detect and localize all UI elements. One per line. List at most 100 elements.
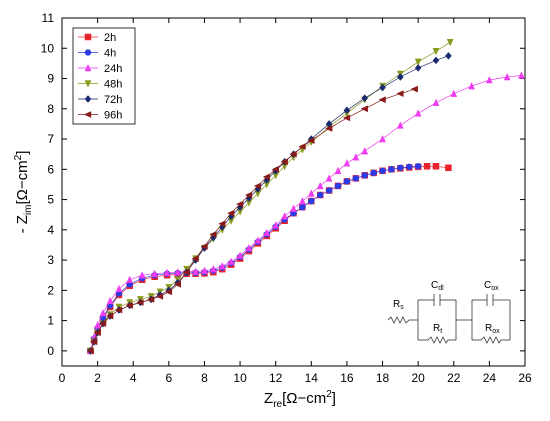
data-point [218,220,226,228]
x-tick-label: 26 [518,371,532,385]
x-tick-label: 2 [94,371,101,385]
series-line [90,88,415,352]
y-axis-label: - Zim[Ω−cm2] [13,151,34,234]
data-point [325,125,333,132]
y-tick-label: 1 [47,314,54,328]
circuit-rt-resistor [427,336,449,344]
data-point [254,236,262,244]
series-line [90,165,419,351]
data-point [432,163,440,170]
data-point [414,109,422,117]
data-point [299,203,306,211]
series-line [90,165,449,352]
data-point [334,182,342,190]
x-tick-label: 22 [447,371,461,385]
legend-marker [84,49,92,56]
data-point [93,329,101,337]
data-point [98,320,107,328]
data-point [414,64,422,72]
data-point [146,296,155,303]
legend-label: 4h [104,48,116,60]
x-tick-label: 10 [233,371,247,385]
circuit-rox-resistor [480,336,502,344]
legend-marker [83,111,92,118]
data-point [126,275,134,284]
data-point [361,172,368,179]
series-layer [86,38,525,355]
y-tick-label: 2 [47,283,54,297]
data-point [325,174,333,182]
data-point [361,147,369,155]
data-point [163,268,171,277]
x-tick-label: 24 [483,371,497,385]
data-point [114,306,123,314]
data-point [99,308,107,317]
data-point [289,150,297,158]
data-point [209,265,217,273]
legend-marker [84,63,92,72]
x-tick-label: 0 [59,371,66,385]
data-point [271,165,279,173]
data-point [182,268,190,276]
series-96h [86,85,418,355]
data-point [227,209,235,217]
data-point [370,169,377,177]
data-point [308,197,315,205]
x-axis-label: Zre[Ω−cm2] [264,389,336,410]
data-point [201,266,208,274]
data-point [244,191,253,199]
data-point [151,269,158,277]
data-point [342,114,351,122]
data-point [218,262,226,270]
legend-label: 72h [104,94,122,106]
legend: 2h 4h 24h 48h 72h 96h [72,27,136,125]
data-point [105,312,114,320]
data-point [414,58,422,66]
data-point [192,267,199,275]
data-point [125,302,133,309]
y-tick-label: 9 [47,72,54,86]
circuit-cox-label: Cox [484,280,499,292]
data-point [89,338,98,346]
data-point [307,189,315,197]
y-axis-ticks: 0 1 2 3 4 5 6 7 8 9 10 11 [41,11,525,358]
data-point [406,163,413,171]
series-4h [87,163,422,355]
data-point [343,159,351,167]
data-point [446,38,454,47]
x-tick-label: 4 [130,371,137,385]
legend-marker [84,95,92,103]
data-point [263,228,271,237]
data-point [236,251,244,259]
data-point [378,96,386,104]
data-point [432,56,440,65]
circuit-rs-label: Rs [393,299,404,311]
data-point [200,243,208,250]
data-point [334,166,342,175]
series-24h [87,71,525,355]
data-point [396,90,404,98]
legend-label: 2h [104,32,116,44]
y-tick-label: 7 [47,132,54,146]
x-tick-label: 12 [269,371,283,385]
y-tick-label: 0 [47,344,54,358]
data-point [298,143,306,150]
y-tick-label: 4 [47,223,54,237]
data-point [410,85,418,93]
data-point [115,284,123,293]
circuit-rs-resistor [387,316,410,324]
data-point [397,73,404,81]
x-tick-label: 6 [166,371,173,385]
data-point [445,51,452,60]
data-point [86,347,94,355]
data-point [379,83,386,92]
data-point [316,191,324,199]
legend-items: 2h 4h 24h 48h 72h 96h [78,32,122,122]
data-point [290,204,297,212]
x-axis-ticks: 0 2 4 6 8 10 12 14 16 18 20 22 24 26 [59,18,532,385]
data-point [299,196,306,205]
x-tick-label: 18 [376,371,390,385]
data-point [235,200,244,208]
series-line [90,75,522,351]
